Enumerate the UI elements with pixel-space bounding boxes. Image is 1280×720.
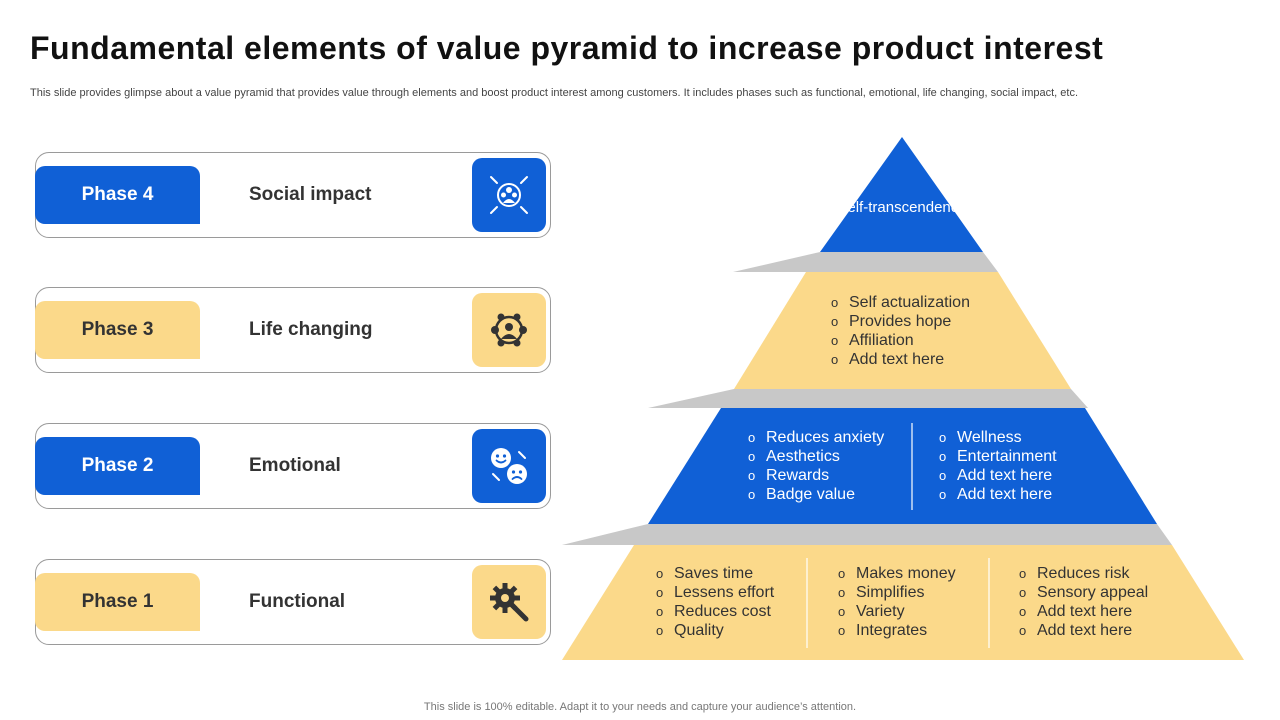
phase-tag: Phase 1: [35, 573, 200, 631]
list-item: Add text here: [1019, 621, 1148, 640]
list-item: Provides hope: [831, 312, 970, 331]
phase-card-1: Phase 1 Functional: [35, 559, 551, 645]
phase-tag: Phase 4: [35, 166, 200, 224]
list-item: Affiliation: [831, 331, 970, 350]
phase-tag: Phase 2: [35, 437, 200, 495]
pyramid-tier-3: [648, 408, 1157, 524]
list-item: Reduces risk: [1019, 564, 1148, 583]
phase-tag: Phase 3: [35, 301, 200, 359]
tier3-right-list: Wellness Entertainment Add text here Add…: [939, 428, 1057, 504]
tier4-col3-list: Reduces risk Sensory appeal Add text her…: [1019, 564, 1148, 640]
pyramid-tier-top: [820, 137, 983, 252]
list-item: Reduces anxiety: [748, 428, 884, 447]
list-item: Integrates: [838, 621, 956, 640]
list-item: Wellness: [939, 428, 1057, 447]
phase-card-3: Phase 3 Life changing: [35, 287, 551, 373]
list-item: Variety: [838, 602, 956, 621]
pyramid-top-label: Self-transcendence: [837, 199, 967, 216]
list-item: Lessens effort: [656, 583, 774, 602]
page-subtitle: This slide provides glimpse about a valu…: [30, 87, 1079, 99]
tier4-col2-list: Makes money Simplifies Variety Integrate…: [838, 564, 956, 640]
list-item: Saves time: [656, 564, 774, 583]
tier3-left-list: Reduces anxiety Aesthetics Rewards Badge…: [748, 428, 884, 504]
tier2-list: Self actualization Provides hope Affilia…: [831, 293, 970, 369]
social-impact-icon: [472, 158, 546, 232]
list-item: Entertainment: [939, 447, 1057, 466]
list-item: Aesthetics: [748, 447, 884, 466]
pyramid-shadow: [562, 524, 1172, 545]
phase-label: Emotional: [249, 455, 341, 476]
phase-label: Functional: [249, 591, 346, 612]
list-item: Badge value: [748, 485, 884, 504]
list-item: Add text here: [831, 350, 970, 369]
phase-label: Social impact: [249, 184, 372, 205]
list-item: Simplifies: [838, 583, 956, 602]
list-item: Sensory appeal: [1019, 583, 1148, 602]
gear-wrench-icon: [472, 565, 546, 639]
tier4-col1-list: Saves time Lessens effort Reduces cost Q…: [656, 564, 774, 640]
list-item: Quality: [656, 621, 774, 640]
phase-label: Life changing: [249, 319, 373, 340]
emotions-icon: [472, 429, 546, 503]
footer-note: This slide is 100% editable. Adapt it to…: [423, 701, 857, 713]
list-item: Add text here: [939, 466, 1057, 485]
list-item: Add text here: [939, 485, 1057, 504]
phase-card-2: Phase 2 Emotional: [35, 423, 551, 509]
pyramid-shadow: [648, 389, 1088, 408]
phase-card-4: Phase 4 Social impact: [35, 152, 551, 238]
list-item: Reduces cost: [656, 602, 774, 621]
life-changing-icon: [472, 293, 546, 367]
list-item: Add text here: [1019, 602, 1148, 621]
list-item: Self actualization: [831, 293, 970, 312]
list-item: Rewards: [748, 466, 884, 485]
page-title: Fundamental elements of value pyramid to…: [30, 30, 1104, 66]
pyramid-shadow: [733, 252, 998, 272]
list-item: Makes money: [838, 564, 956, 583]
